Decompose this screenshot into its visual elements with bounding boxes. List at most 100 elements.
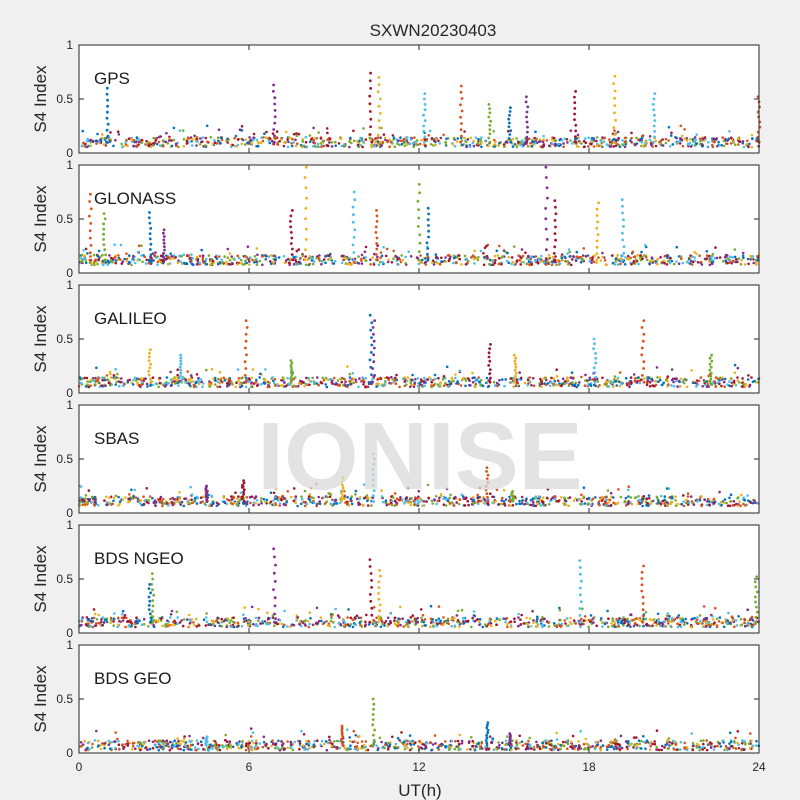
data-point	[666, 375, 670, 378]
data-point	[498, 618, 501, 622]
data-point	[735, 258, 738, 261]
data-point	[615, 502, 619, 506]
data-point	[264, 258, 268, 261]
spike-point	[147, 359, 151, 362]
data-point	[112, 496, 116, 500]
data-point	[373, 144, 377, 148]
data-point	[737, 257, 741, 260]
data-point	[663, 620, 667, 623]
data-point	[570, 371, 574, 375]
y-tick-label: 0	[66, 266, 73, 280]
data-point	[269, 254, 273, 257]
data-point	[158, 376, 162, 380]
data-point	[515, 145, 519, 149]
spike-point	[488, 111, 492, 115]
spike-point	[378, 126, 381, 130]
spike-point	[369, 71, 372, 75]
data-point	[464, 139, 468, 142]
spike-point	[613, 74, 617, 78]
spike-point	[488, 128, 492, 132]
data-point	[189, 136, 193, 139]
data-point	[124, 496, 127, 499]
data-point	[103, 499, 106, 502]
spike-point	[613, 96, 616, 100]
spike-point	[291, 247, 294, 251]
data-point	[629, 496, 633, 499]
data-point	[444, 143, 448, 146]
data-point	[464, 384, 467, 388]
spike-point	[369, 351, 373, 354]
data-point	[404, 378, 407, 381]
data-point	[407, 250, 411, 253]
data-point	[617, 623, 620, 626]
data-point	[619, 262, 622, 266]
data-point	[563, 255, 566, 259]
data-point	[518, 371, 521, 374]
data-point	[98, 385, 102, 389]
spike-point	[596, 220, 599, 224]
data-point	[101, 384, 104, 388]
data-point	[429, 378, 433, 381]
data-point	[748, 142, 751, 146]
data-point	[730, 500, 733, 503]
data-point	[749, 501, 753, 504]
data-point	[254, 623, 257, 627]
data-point	[152, 136, 155, 140]
data-point	[352, 622, 356, 625]
data-point	[239, 491, 243, 495]
data-point	[175, 610, 179, 614]
data-point	[601, 625, 604, 628]
data-point	[447, 385, 450, 388]
data-point	[261, 263, 264, 267]
data-point	[381, 622, 385, 626]
spike-point	[162, 258, 166, 262]
data-point	[97, 504, 100, 507]
spike-point	[304, 238, 308, 241]
data-point	[400, 254, 404, 257]
spike-point	[487, 103, 491, 106]
data-point	[247, 258, 250, 261]
spike-point	[544, 258, 548, 262]
data-point	[169, 497, 172, 501]
data-point	[336, 379, 340, 382]
data-point	[330, 145, 334, 148]
data-point	[465, 258, 468, 261]
data-point	[708, 254, 711, 258]
data-point	[202, 618, 206, 621]
data-point	[695, 385, 698, 388]
data-point	[324, 383, 328, 386]
data-point	[671, 143, 675, 146]
spike-point	[612, 82, 615, 85]
data-point	[117, 495, 120, 499]
data-point	[359, 616, 363, 620]
data-point	[619, 495, 623, 499]
data-point	[271, 261, 275, 264]
data-point	[558, 138, 561, 142]
data-point	[238, 128, 242, 131]
data-point	[101, 616, 105, 619]
data-point	[545, 139, 549, 142]
spike-point	[592, 347, 595, 350]
data-point	[489, 622, 493, 625]
data-point	[665, 263, 669, 266]
data-point	[570, 622, 573, 626]
data-point	[282, 377, 286, 381]
spike-point	[489, 376, 492, 380]
data-point	[471, 254, 475, 257]
data-point	[307, 376, 311, 380]
data-point	[170, 623, 173, 627]
data-point	[222, 496, 226, 500]
spike-point	[422, 124, 426, 128]
data-point	[442, 133, 445, 137]
spike-point	[304, 207, 308, 210]
data-point	[581, 607, 584, 611]
data-point	[513, 617, 516, 620]
spike-point	[371, 326, 375, 329]
data-point	[666, 504, 670, 508]
data-point	[408, 142, 411, 145]
data-point	[348, 372, 352, 376]
spike-point	[460, 122, 463, 125]
data-point	[574, 622, 578, 625]
data-point	[637, 262, 640, 266]
